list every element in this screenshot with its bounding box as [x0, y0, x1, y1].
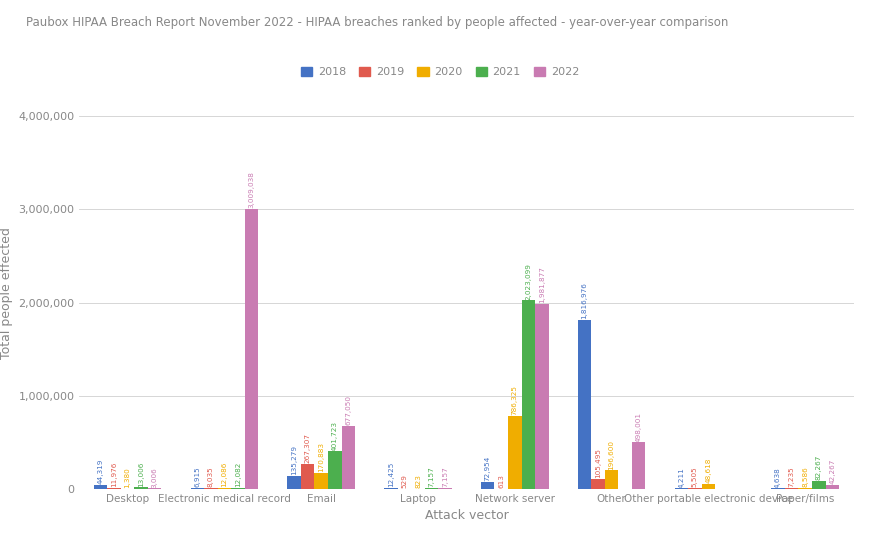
Y-axis label: Total people effected: Total people effected [0, 228, 12, 359]
Text: 7,157: 7,157 [429, 466, 435, 487]
Bar [535, 304, 549, 489]
Text: 1,981,877: 1,981,877 [539, 267, 545, 304]
Bar [190, 488, 204, 489]
Bar [812, 481, 825, 489]
Text: 7,235: 7,235 [788, 466, 795, 487]
Text: 11,976: 11,976 [111, 462, 117, 487]
Text: 677,050: 677,050 [345, 395, 351, 425]
X-axis label: Attack vector: Attack vector [424, 509, 509, 522]
Text: 12,082: 12,082 [235, 462, 241, 487]
Text: 8,586: 8,586 [803, 466, 808, 487]
Text: 1,380: 1,380 [125, 467, 130, 488]
Bar [438, 488, 452, 489]
Text: 5,505: 5,505 [692, 466, 698, 488]
Bar [217, 488, 231, 489]
Bar [798, 488, 812, 489]
Bar [385, 488, 398, 489]
Bar [341, 426, 356, 489]
Bar [135, 488, 148, 489]
Bar [825, 485, 840, 489]
Text: 72,954: 72,954 [485, 456, 491, 481]
Bar [107, 488, 121, 489]
Bar [245, 209, 259, 489]
Text: 42,267: 42,267 [829, 459, 835, 484]
Text: 1,816,976: 1,816,976 [582, 282, 588, 319]
Text: 2,023,099: 2,023,099 [525, 263, 532, 300]
Bar [93, 484, 107, 489]
Bar [701, 484, 715, 489]
Bar [425, 488, 438, 489]
Bar [577, 320, 591, 489]
Text: 498,001: 498,001 [635, 412, 642, 441]
Bar [301, 464, 314, 489]
Bar [204, 488, 217, 489]
Text: 786,325: 786,325 [512, 385, 517, 415]
Legend: 2018, 2019, 2020, 2021, 2022: 2018, 2019, 2020, 2021, 2022 [297, 62, 583, 82]
Text: 135,279: 135,279 [291, 445, 297, 475]
Text: 12,086: 12,086 [222, 462, 227, 487]
Text: 3,006: 3,006 [151, 467, 158, 488]
Text: 4,211: 4,211 [678, 467, 685, 488]
Bar [785, 488, 798, 489]
Bar [591, 479, 605, 489]
Text: 613: 613 [498, 474, 504, 488]
Text: 529: 529 [401, 474, 407, 488]
Text: 48,618: 48,618 [706, 458, 711, 483]
Bar [481, 482, 495, 489]
Text: 823: 823 [415, 474, 421, 488]
Bar [522, 300, 535, 489]
Bar [287, 476, 301, 489]
Text: 401,723: 401,723 [332, 421, 338, 451]
Text: 196,600: 196,600 [609, 440, 614, 470]
Bar [605, 470, 619, 489]
Text: 7,157: 7,157 [442, 466, 448, 487]
Text: 170,883: 170,883 [319, 442, 324, 472]
Text: 6,915: 6,915 [194, 466, 201, 487]
Text: 3,009,038: 3,009,038 [248, 171, 254, 208]
Bar [632, 443, 645, 489]
Bar [314, 473, 328, 489]
Text: 105,495: 105,495 [595, 448, 601, 478]
Bar [328, 451, 341, 489]
Text: 8,035: 8,035 [208, 466, 214, 487]
Text: 12,425: 12,425 [388, 462, 394, 487]
Text: 44,319: 44,319 [98, 458, 104, 484]
Text: 82,267: 82,267 [816, 455, 822, 481]
Text: 267,307: 267,307 [304, 433, 311, 463]
Bar [508, 415, 522, 489]
Text: 13,006: 13,006 [138, 462, 144, 487]
Bar [231, 488, 245, 489]
Text: 4,638: 4,638 [775, 467, 781, 488]
Text: Paubox HIPAA Breach Report November 2022 - HIPAA breaches ranked by people affec: Paubox HIPAA Breach Report November 2022… [26, 16, 729, 29]
